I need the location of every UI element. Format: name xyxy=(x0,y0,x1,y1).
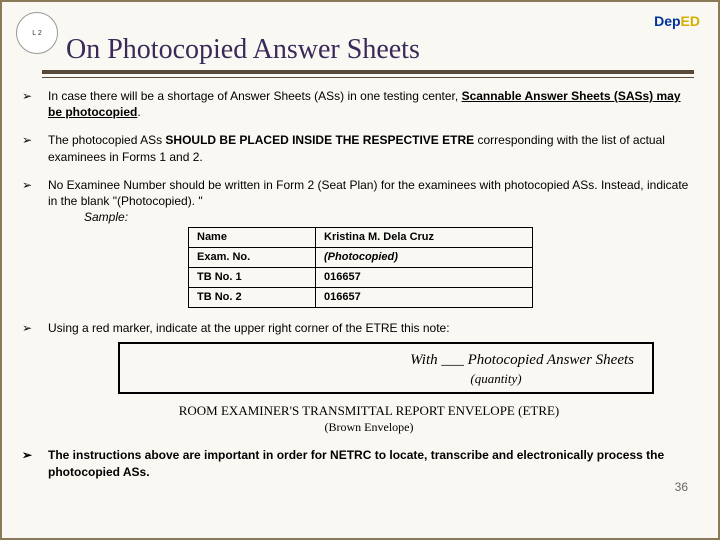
bullet-1: In case there will be a shortage of Answ… xyxy=(20,88,690,120)
cell-label: TB No. 1 xyxy=(189,268,316,288)
table-row: TB No. 1016657 xyxy=(189,268,533,288)
cell-label: Name xyxy=(189,228,316,248)
cell-label: Exam. No. xyxy=(189,248,316,268)
bullet-1-text-a: In case there will be a shortage of Answ… xyxy=(48,89,462,103)
table-row: TB No. 2016657 xyxy=(189,287,533,307)
page-title: On Photocopied Answer Sheets xyxy=(66,34,718,66)
note-box: With ___ Photocopied Answer Sheets (quan… xyxy=(118,342,654,394)
cell-value: Kristina M. Dela Cruz xyxy=(316,228,533,248)
table-row: NameKristina M. Dela Cruz xyxy=(189,228,533,248)
sample-table: NameKristina M. Dela Cruz Exam. No.(Phot… xyxy=(188,227,533,307)
bullet-1-text-c: . xyxy=(137,105,140,119)
bullet-3: No Examinee Number should be written in … xyxy=(20,177,690,308)
bullet-2-text-a: The photocopied ASs xyxy=(48,133,165,147)
sample-label: Sample: xyxy=(84,209,128,225)
etre-sub: (Brown Envelope) xyxy=(48,419,690,435)
bullet-5-text: The instructions above are important in … xyxy=(48,448,664,478)
bullet-3-text: No Examinee Number should be written in … xyxy=(48,178,688,208)
cell-value: 016657 xyxy=(316,268,533,288)
logo-right: DepED xyxy=(654,14,700,28)
bullet-list: In case there will be a shortage of Answ… xyxy=(20,88,690,480)
note-line2: (quantity) xyxy=(358,370,634,388)
bullet-4: Using a red marker, indicate at the uppe… xyxy=(20,320,690,436)
cell-value: 016657 xyxy=(316,287,533,307)
logo-left: L 2 xyxy=(16,12,58,54)
page-number: 36 xyxy=(675,480,688,494)
note-line1: With ___ Photocopied Answer Sheets xyxy=(138,350,634,370)
logo-left-text: L 2 xyxy=(32,30,41,37)
bullet-5: The instructions above are important in … xyxy=(20,447,690,479)
title-underline xyxy=(42,70,694,78)
table-row: Exam. No.(Photocopied) xyxy=(189,248,533,268)
logo-ed: ED xyxy=(681,13,700,29)
cell-label: TB No. 2 xyxy=(189,287,316,307)
cell-value: (Photocopied) xyxy=(316,248,533,268)
bullet-2: The photocopied ASs SHOULD BE PLACED INS… xyxy=(20,132,690,164)
etre-label: ROOM EXAMINER'S TRANSMITTAL REPORT ENVEL… xyxy=(48,402,690,420)
bullet-2-text-b: SHOULD BE PLACED INSIDE THE RESPECTIVE E… xyxy=(165,133,474,147)
logo-dep: Dep xyxy=(654,13,680,29)
bullet-4-text: Using a red marker, indicate at the uppe… xyxy=(48,321,450,335)
